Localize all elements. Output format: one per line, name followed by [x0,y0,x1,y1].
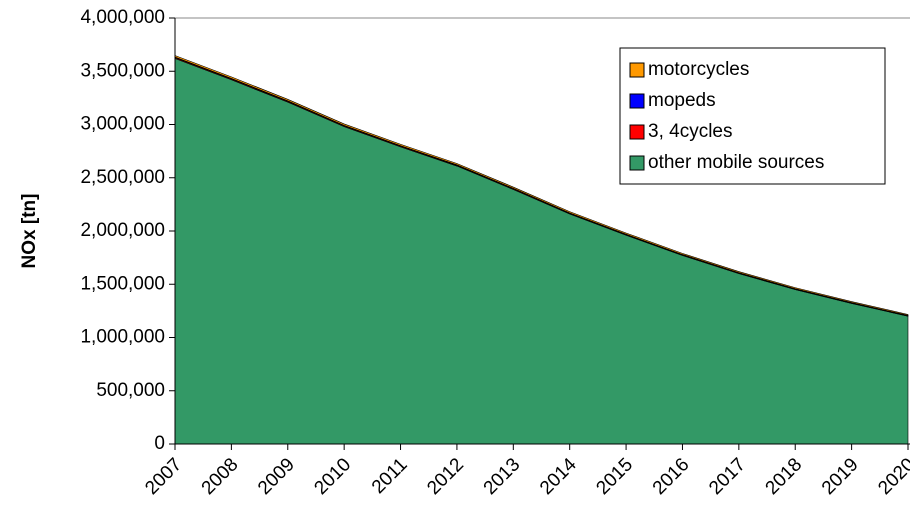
legend-label: motorcycles [648,59,749,80]
y-tick-label: 500,000 [96,380,165,401]
legend-swatch [629,62,645,78]
x-tick-label: 2010 [310,454,355,499]
x-tick-label: 2014 [536,454,581,499]
y-tick-label: 2,500,000 [80,167,165,188]
x-tick-label: 2011 [368,454,412,498]
x-tick-label: 2009 [254,454,299,499]
y-tick-label: 3,000,000 [80,114,165,135]
area [174,55,909,316]
legend-swatch [629,124,645,140]
x-tick-label: 2018 [762,454,807,499]
legend-label: other mobile sources [648,152,824,173]
legend-label: mopeds [648,90,716,111]
legend-swatch [629,93,645,109]
y-tick-label: 1,500,000 [80,273,165,294]
x-tick-label: 2019 [818,454,863,499]
x-tick-label: 2020 [874,454,910,499]
x-tick-label: 2013 [480,454,525,499]
legend-box [619,47,886,185]
y-tick-label: 2,000,000 [80,220,165,241]
x-tick-label: 2007 [141,454,186,499]
y-tick-label: 4,000,000 [80,7,165,28]
legend-label: 3, 4cycles [648,121,732,142]
y-tick-label: 0 [154,433,165,454]
y-tick-label: 3,500,000 [80,60,165,81]
legend-swatch [629,155,645,171]
x-tick-label: 2016 [649,454,694,499]
x-tick-label: 2017 [705,454,750,499]
y-axis-label: NOx [tn] [19,194,40,269]
x-tick-label: 2015 [592,454,637,499]
x-tick-label: 2008 [198,454,243,499]
y-tick-label: 1,000,000 [80,327,165,348]
x-tick-label: 2012 [423,454,468,499]
